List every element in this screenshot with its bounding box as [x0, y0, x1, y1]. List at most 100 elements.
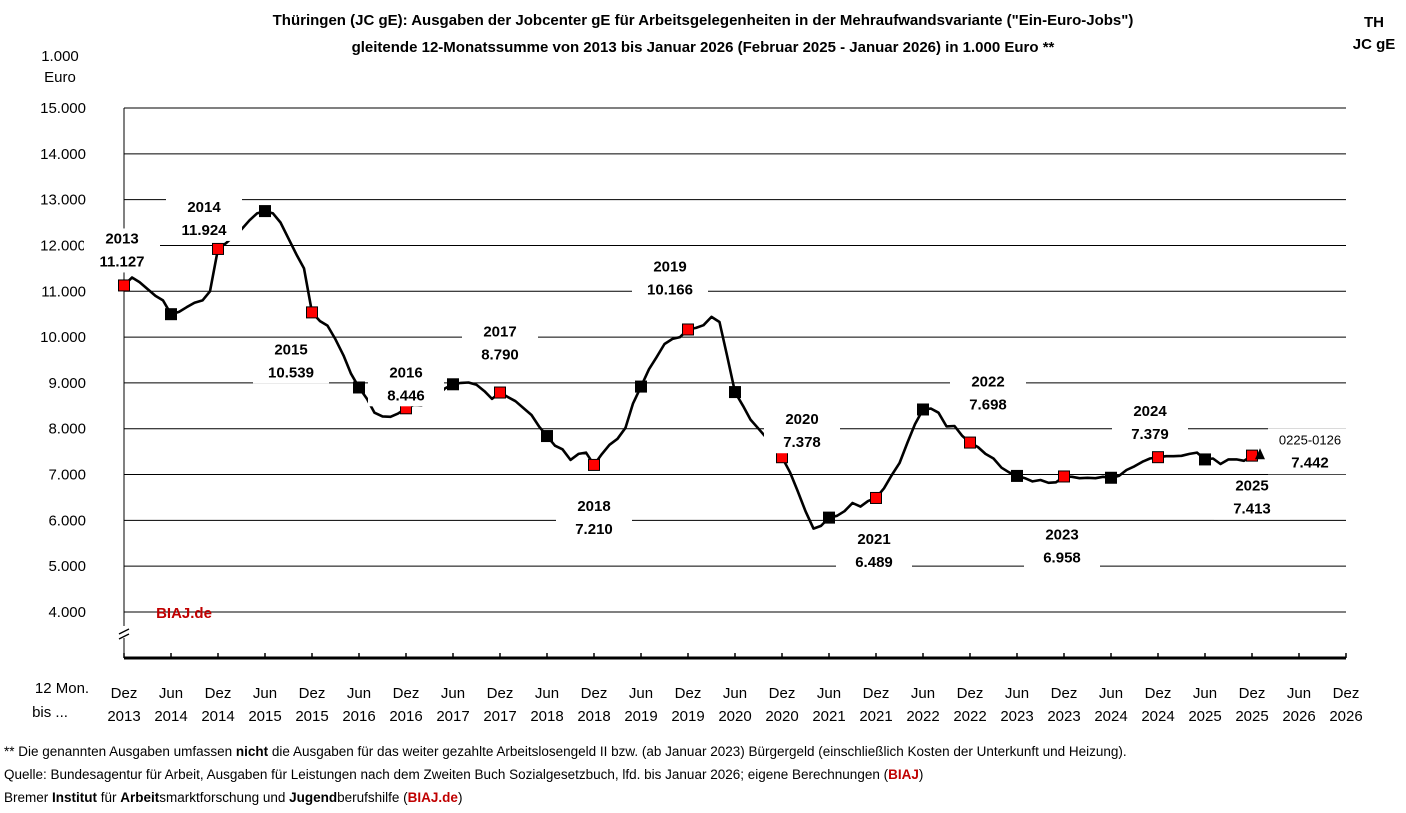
data-label-value: 7.413: [1233, 501, 1271, 518]
x-tick-month: Dez: [1333, 685, 1360, 702]
y-axis-unit-line2: Euro: [44, 69, 76, 86]
data-label-year: 2024: [1133, 403, 1167, 420]
june-marker: [259, 205, 271, 218]
footnote-1-part-a: ** Die genannten Ausgaben umfassen: [4, 744, 236, 759]
data-label-bg: [556, 495, 632, 540]
x-tick-year: 2021: [812, 708, 845, 725]
x-axis-caption-line2: bis ...: [32, 704, 68, 721]
x-tick-month: Jun: [1193, 685, 1217, 702]
data-label-value: 7.379: [1131, 426, 1169, 443]
x-tick-month: Dez: [675, 685, 702, 702]
footnote-3-part-c: für: [97, 790, 121, 805]
x-tick-year: 2019: [624, 708, 657, 725]
data-label-bg: [764, 409, 840, 454]
x-tick-year: 2016: [389, 708, 422, 725]
x-tick-month: Dez: [863, 685, 890, 702]
december-marker: [588, 458, 600, 471]
x-tick-month: Dez: [205, 685, 232, 702]
december-marker: [306, 306, 318, 319]
latest-label-bg: [1268, 428, 1352, 475]
june-marker: [1011, 469, 1023, 482]
data-label-value: 7.378: [783, 434, 821, 451]
x-tick-month: Jun: [629, 685, 653, 702]
x-tick-month: Jun: [1005, 685, 1029, 702]
data-label-year: 2016: [389, 364, 422, 381]
december-marker: [1058, 470, 1070, 483]
y-tick-label: 5.000: [48, 558, 86, 575]
x-tick-year: 2018: [530, 708, 563, 725]
data-label-year: 2017: [483, 324, 516, 341]
data-label-year: 2015: [274, 341, 307, 358]
x-tick-year: 2022: [953, 708, 986, 725]
x-tick-month: Dez: [487, 685, 514, 702]
footnote-3-part-i: ): [457, 790, 463, 805]
data-label-value: 7.698: [969, 397, 1007, 414]
data-label-value: 6.489: [855, 554, 893, 571]
december-marker: [776, 451, 788, 464]
x-tick-month: Dez: [299, 685, 326, 702]
y-tick-label: 8.000: [48, 421, 86, 438]
y-tick-label: 4.000: [48, 604, 86, 621]
y-tick-label: 11.000: [41, 283, 86, 300]
latest-value-label: 7.442: [1291, 454, 1329, 471]
corner-label-line1: TH: [1364, 14, 1384, 31]
x-tick-month: Dez: [1145, 685, 1172, 702]
data-label-year: 2019: [653, 258, 686, 275]
footnote-3-part-b: Institut: [52, 790, 98, 805]
data-label-bg: [462, 321, 538, 366]
data-label-year: 2021: [857, 531, 890, 548]
x-tick-month: Jun: [1099, 685, 1123, 702]
data-label-bg: [632, 256, 708, 301]
x-tick-month: Dez: [957, 685, 984, 702]
x-tick-year: 2025: [1188, 708, 1221, 725]
x-tick-year: 2023: [1047, 708, 1080, 725]
x-tick-month: Jun: [1287, 685, 1311, 702]
data-label-year: 2025: [1235, 478, 1268, 495]
x-tick-year: 2014: [154, 708, 187, 725]
x-tick-month: Jun: [347, 685, 371, 702]
x-tick-year: 2016: [342, 708, 375, 725]
december-marker: [682, 323, 694, 336]
june-marker: [1199, 453, 1211, 466]
x-tick-year: 2020: [718, 708, 751, 725]
data-label-year: 2014: [187, 199, 221, 216]
x-tick-month: Jun: [817, 685, 841, 702]
y-tick-label: 15.000: [40, 100, 86, 117]
y-tick-label: 10.000: [40, 329, 86, 346]
latest-value-marker: [1254, 448, 1265, 460]
data-label-value: 10.166: [647, 281, 693, 298]
x-tick-month: Jun: [535, 685, 559, 702]
data-label-value: 11.924: [181, 222, 227, 239]
x-tick-month: Jun: [441, 685, 465, 702]
footnote-1-part-c: die Ausgaben für das weiter gezahlte Arb…: [268, 744, 1127, 759]
x-tick-month: Jun: [253, 685, 277, 702]
x-tick-month: Jun: [159, 685, 183, 702]
data-label-bg: [950, 371, 1026, 416]
data-label-bg: [1024, 524, 1100, 569]
data-label-year: 2023: [1045, 526, 1078, 543]
data-label-bg: [253, 339, 329, 384]
x-tick-year: 2022: [906, 708, 939, 725]
june-marker: [353, 381, 365, 394]
x-tick-year: 2019: [671, 708, 704, 725]
x-tick-year: 2025: [1235, 708, 1268, 725]
latest-period-label: 0225-0126: [1279, 432, 1341, 447]
december-marker: [118, 279, 130, 292]
y-tick-label: 9.000: [48, 375, 86, 392]
data-label-year: 2022: [971, 374, 1004, 391]
footnote-expenses: ** Die genannten Ausgaben umfassen nicht…: [4, 744, 1127, 759]
june-marker: [729, 386, 741, 399]
data-label-year: 2013: [105, 230, 138, 247]
x-tick-year: 2024: [1141, 708, 1174, 725]
data-label-bg: [84, 228, 160, 273]
x-tick-month: Jun: [723, 685, 747, 702]
x-tick-year: 2020: [765, 708, 798, 725]
x-tick-year: 2021: [859, 708, 892, 725]
june-marker: [165, 308, 177, 321]
x-tick-year: 2015: [248, 708, 281, 725]
december-marker: [1246, 449, 1258, 462]
y-tick-label: 13.000: [40, 192, 86, 209]
december-marker: [1152, 451, 1164, 464]
june-marker: [447, 378, 459, 391]
y-axis-unit-line1: 1.000: [41, 48, 79, 65]
